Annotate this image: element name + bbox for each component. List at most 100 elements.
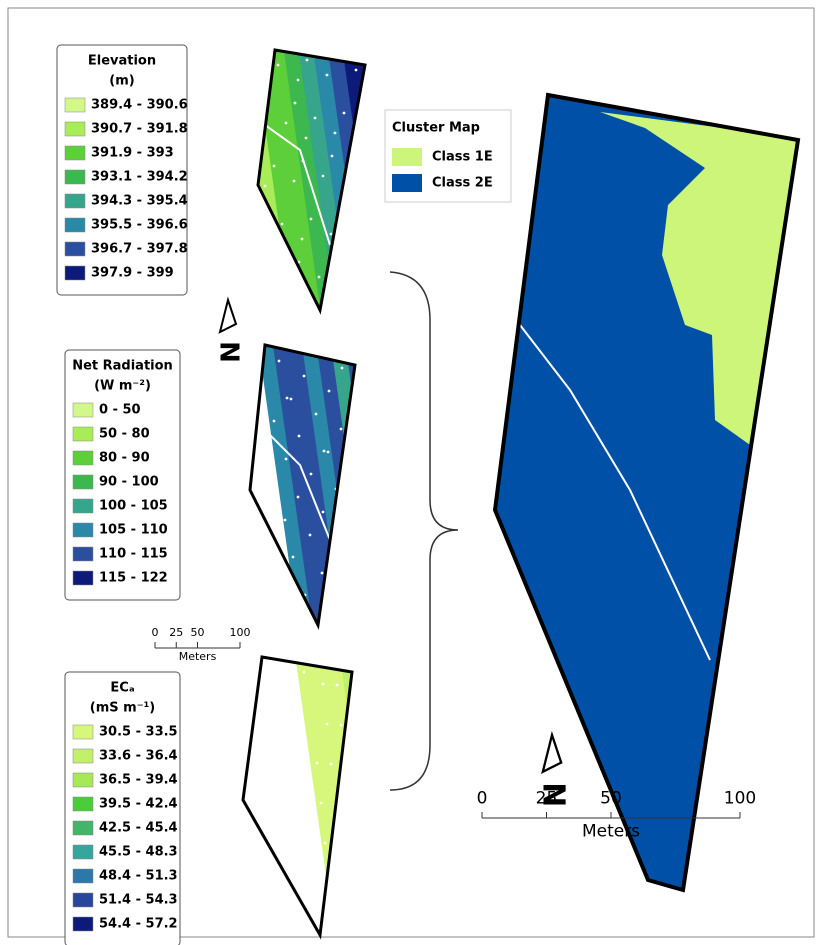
legend-swatch: [73, 821, 93, 835]
north-arrow: N: [214, 300, 244, 363]
sample-point: [306, 59, 309, 62]
sample-point: [261, 208, 264, 211]
legend-swatch: [392, 174, 422, 192]
sample-point: [315, 413, 318, 416]
scale-label: 50: [600, 788, 622, 808]
sample-point: [326, 723, 329, 726]
sample-point: [338, 291, 341, 294]
sample-point: [286, 397, 289, 400]
sample-point: [334, 549, 337, 552]
sample-point: [318, 276, 321, 279]
sample-point: [272, 243, 275, 246]
legend-title: Net Radiation: [72, 359, 173, 374]
legend-label: 395.5 - 396.6: [91, 218, 188, 233]
legend-label: 33.6 - 36.4: [99, 749, 178, 764]
sample-point: [335, 54, 338, 57]
legend-label: 393.1 - 394.2: [91, 170, 188, 185]
sample-point: [244, 815, 247, 818]
map-band: [370, 657, 425, 935]
legend-label: 36.5 - 39.4: [99, 773, 178, 788]
sample-point: [331, 155, 334, 158]
sample-point: [285, 122, 288, 125]
sample-point: [262, 856, 265, 859]
sample-point: [272, 481, 275, 484]
sample-point: [320, 802, 323, 805]
scale-label: 100: [724, 788, 756, 808]
sample-point: [316, 352, 319, 355]
legend-label: 45.5 - 48.3: [99, 845, 178, 860]
sample-point: [258, 816, 261, 819]
sample-point: [297, 496, 300, 499]
sample-point: [260, 286, 263, 289]
sample-point: [253, 345, 256, 348]
sample-point: [248, 855, 251, 858]
map-band: [385, 657, 440, 935]
legend-label: 90 - 100: [99, 475, 159, 490]
sample-point: [290, 398, 293, 401]
sample-point: [278, 360, 281, 363]
sample-point: [309, 296, 312, 299]
sample-point: [328, 882, 331, 885]
figure: Elevation(m)389.4 - 390.6390.7 - 391.839…: [0, 0, 822, 945]
sample-point: [249, 344, 252, 347]
legend-title: ECₐ: [110, 681, 134, 696]
arrow-head: [220, 300, 236, 332]
map-fill: [249, 344, 444, 625]
scale-label: 100: [230, 626, 251, 639]
sample-point: [242, 656, 245, 659]
sample-point: [355, 69, 358, 72]
sample-point: [340, 724, 343, 727]
sample-point: [291, 617, 294, 620]
scale-unit: Meters: [179, 650, 217, 663]
legend-swatch: [65, 218, 85, 232]
legend-swatch: [65, 122, 85, 136]
sample-point: [338, 843, 341, 846]
legend-swatch: [73, 749, 93, 763]
legend-title: Elevation: [88, 54, 156, 69]
sample-point: [254, 776, 257, 779]
sample-point: [343, 112, 346, 115]
north-label: N: [536, 782, 571, 807]
sample-point: [301, 238, 304, 241]
sample-point: [284, 519, 287, 522]
map-band: [415, 657, 470, 935]
map-fill: [225, 49, 410, 310]
legend-swatch: [73, 547, 93, 561]
sample-point: [273, 165, 276, 168]
sample-point: [310, 218, 313, 221]
sample-point: [330, 233, 333, 236]
legend-label: 394.3 - 395.4: [91, 194, 188, 209]
sample-point: [269, 266, 272, 269]
sample-point: [279, 579, 282, 582]
sample-point: [291, 829, 294, 832]
sample-point: [326, 74, 329, 77]
sample-point: [323, 450, 326, 453]
legend-label: 51.4 - 54.3: [99, 893, 178, 908]
sample-point: [264, 737, 267, 740]
sample-point: [347, 526, 350, 529]
legend-swatch: [65, 98, 85, 112]
sample-point: [283, 749, 286, 752]
legend-swatch: [73, 451, 93, 465]
legend-swatch: [65, 170, 85, 184]
legend-swatch: [73, 475, 93, 489]
sample-point: [273, 420, 276, 423]
map-band: [374, 345, 429, 625]
sample-point: [321, 572, 324, 575]
sample-point: [285, 458, 288, 461]
legend-label: 390.7 - 391.8: [91, 122, 188, 137]
sample-point: [324, 842, 327, 845]
legend-swatch: [392, 148, 422, 166]
sample-point: [260, 443, 263, 446]
sample-point: [281, 223, 284, 226]
sample-point: [305, 137, 308, 140]
legend-swatch: [73, 403, 93, 417]
sample-point: [322, 683, 325, 686]
legend-swatch: [73, 571, 93, 585]
legend-swatch: [73, 797, 93, 811]
sample-point: [277, 64, 280, 67]
sample-point: [297, 79, 300, 82]
sample-point: [332, 922, 335, 925]
legend-label: 391.9 - 393: [91, 146, 174, 161]
sample-point: [328, 390, 331, 393]
